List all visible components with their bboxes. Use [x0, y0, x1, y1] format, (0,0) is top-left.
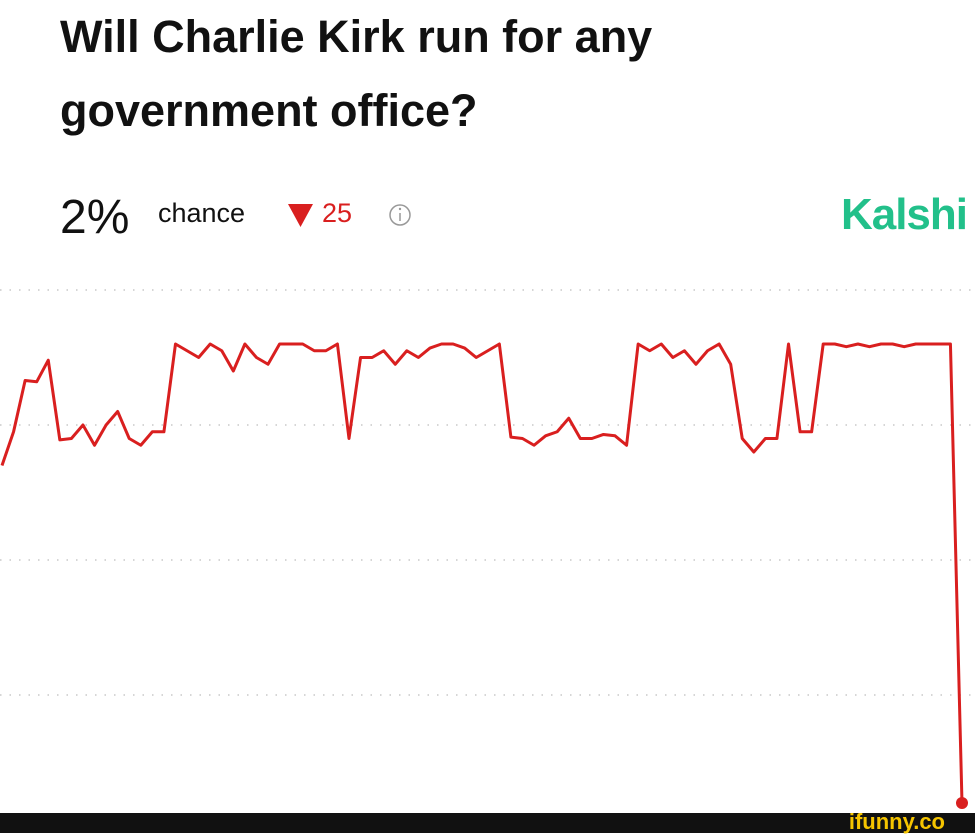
chance-label: chance [158, 198, 246, 228]
current-chance: 2% [60, 191, 130, 244]
footer-bar: ifunny.co [0, 809, 975, 834]
last-point [956, 797, 968, 809]
watermark: ifunny.co [848, 809, 945, 834]
change: 25 [322, 198, 353, 228]
brand: Kalshi [840, 190, 968, 239]
price-line [0, 342, 964, 804]
title: Will Charlie Kirk run for any government… [60, 11, 653, 136]
